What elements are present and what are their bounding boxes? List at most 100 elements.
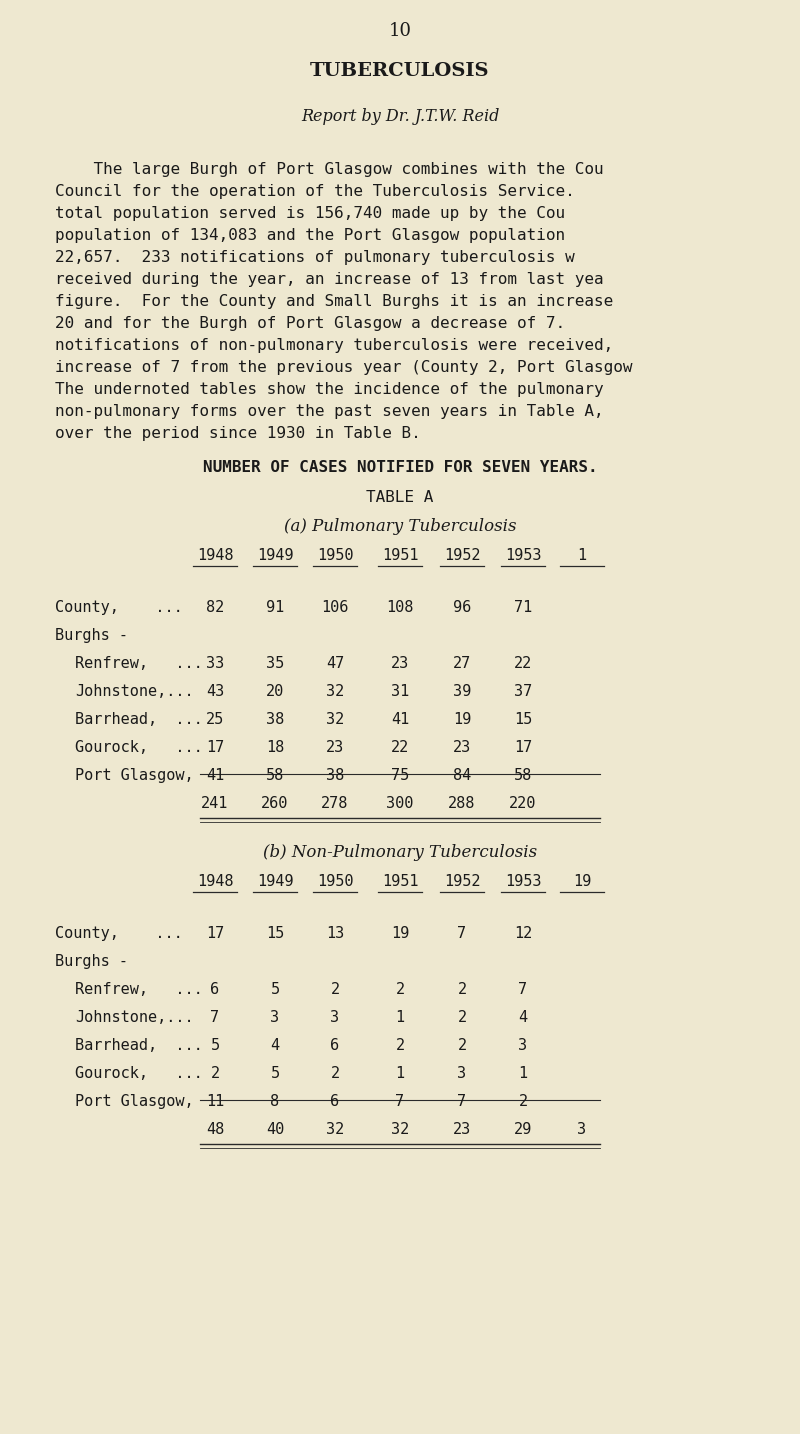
Text: Report by Dr. J.T.W. Reid: Report by Dr. J.T.W. Reid: [301, 108, 499, 125]
Text: 7: 7: [458, 1094, 466, 1108]
Text: 11: 11: [206, 1094, 224, 1108]
Text: 1: 1: [395, 1010, 405, 1025]
Text: 23: 23: [326, 740, 344, 754]
Text: 1: 1: [578, 548, 586, 564]
Text: 32: 32: [391, 1121, 409, 1137]
Text: 48: 48: [206, 1121, 224, 1137]
Text: 32: 32: [326, 1121, 344, 1137]
Text: 15: 15: [266, 926, 284, 941]
Text: Barrhead,  ...: Barrhead, ...: [75, 713, 202, 727]
Text: 2: 2: [458, 982, 466, 997]
Text: 1953: 1953: [505, 548, 542, 564]
Text: 35: 35: [266, 655, 284, 671]
Text: Gourock,   ...: Gourock, ...: [75, 740, 202, 754]
Text: 22: 22: [514, 655, 532, 671]
Text: Renfrew,   ...: Renfrew, ...: [75, 982, 202, 997]
Text: 17: 17: [206, 740, 224, 754]
Text: 5: 5: [210, 1038, 219, 1053]
Text: 7: 7: [210, 1010, 219, 1025]
Text: 1948: 1948: [197, 873, 234, 889]
Text: population of 134,083 and the Port Glasgow population: population of 134,083 and the Port Glasg…: [55, 228, 565, 242]
Text: 82: 82: [206, 599, 224, 615]
Text: 22,657.  233 notifications of pulmonary tuberculosis w: 22,657. 233 notifications of pulmonary t…: [55, 250, 574, 265]
Text: 278: 278: [322, 796, 349, 812]
Text: 8: 8: [270, 1094, 279, 1108]
Text: County,    ...: County, ...: [55, 599, 182, 615]
Text: 5: 5: [270, 1065, 279, 1081]
Text: The undernoted tables show the incidence of the pulmonary: The undernoted tables show the incidence…: [55, 381, 614, 397]
Text: 32: 32: [326, 713, 344, 727]
Text: 19: 19: [453, 713, 471, 727]
Text: figure.  For the County and Small Burghs it is an increase: figure. For the County and Small Burghs …: [55, 294, 614, 308]
Text: 13: 13: [326, 926, 344, 941]
Text: 38: 38: [266, 713, 284, 727]
Text: 71: 71: [514, 599, 532, 615]
Text: 29: 29: [514, 1121, 532, 1137]
Text: 32: 32: [326, 684, 344, 698]
Text: 1950: 1950: [317, 548, 354, 564]
Text: 23: 23: [453, 1121, 471, 1137]
Text: 2: 2: [210, 1065, 219, 1081]
Text: TUBERCULOSIS: TUBERCULOSIS: [310, 62, 490, 80]
Text: 6: 6: [210, 982, 219, 997]
Text: 106: 106: [322, 599, 349, 615]
Text: Renfrew,   ...: Renfrew, ...: [75, 655, 202, 671]
Text: 22: 22: [391, 740, 409, 754]
Text: 15: 15: [514, 713, 532, 727]
Text: 75: 75: [391, 769, 409, 783]
Text: 241: 241: [202, 796, 229, 812]
Text: 37: 37: [514, 684, 532, 698]
Text: TABLE A: TABLE A: [366, 490, 434, 505]
Text: 12: 12: [514, 926, 532, 941]
Text: 23: 23: [391, 655, 409, 671]
Text: 91: 91: [266, 599, 284, 615]
Text: 108: 108: [386, 599, 414, 615]
Text: 4: 4: [270, 1038, 279, 1053]
Text: 23: 23: [453, 740, 471, 754]
Text: 2: 2: [330, 1065, 339, 1081]
Text: The large Burgh of Port Glasgow combines with the Cou: The large Burgh of Port Glasgow combines…: [55, 162, 604, 176]
Text: non-pulmonary forms over the past seven years in Table A,: non-pulmonary forms over the past seven …: [55, 404, 623, 419]
Text: 6: 6: [330, 1094, 339, 1108]
Text: 20: 20: [266, 684, 284, 698]
Text: total population served is 156,740 made up by the Cou: total population served is 156,740 made …: [55, 206, 565, 221]
Text: 2: 2: [395, 1038, 405, 1053]
Text: 1952: 1952: [444, 873, 480, 889]
Text: 7: 7: [518, 982, 527, 997]
Text: Burghs -: Burghs -: [55, 954, 128, 969]
Text: 25: 25: [206, 713, 224, 727]
Text: 40: 40: [266, 1121, 284, 1137]
Text: 1949: 1949: [257, 873, 294, 889]
Text: Council for the operation of the Tuberculosis Service.: Council for the operation of the Tubercu…: [55, 184, 604, 199]
Text: 6: 6: [330, 1038, 339, 1053]
Text: notifications of non-pulmonary tuberculosis were received,: notifications of non-pulmonary tuberculo…: [55, 338, 614, 353]
Text: Johnstone,...: Johnstone,...: [75, 1010, 194, 1025]
Text: 260: 260: [262, 796, 289, 812]
Text: NUMBER OF CASES NOTIFIED FOR SEVEN YEARS.: NUMBER OF CASES NOTIFIED FOR SEVEN YEARS…: [202, 460, 598, 475]
Text: 3: 3: [270, 1010, 279, 1025]
Text: Gourock,   ...: Gourock, ...: [75, 1065, 202, 1081]
Text: 31: 31: [391, 684, 409, 698]
Text: 96: 96: [453, 599, 471, 615]
Text: 2: 2: [518, 1094, 527, 1108]
Text: 1: 1: [395, 1065, 405, 1081]
Text: 2: 2: [458, 1038, 466, 1053]
Text: 1951: 1951: [382, 548, 418, 564]
Text: 1: 1: [518, 1065, 527, 1081]
Text: 1952: 1952: [444, 548, 480, 564]
Text: 41: 41: [391, 713, 409, 727]
Text: 2: 2: [458, 1010, 466, 1025]
Text: 33: 33: [206, 655, 224, 671]
Text: County,    ...: County, ...: [55, 926, 182, 941]
Text: 1949: 1949: [257, 548, 294, 564]
Text: 47: 47: [326, 655, 344, 671]
Text: 300: 300: [386, 796, 414, 812]
Text: (b) Non-Pulmonary Tuberculosis: (b) Non-Pulmonary Tuberculosis: [263, 845, 537, 860]
Text: (a) Pulmonary Tuberculosis: (a) Pulmonary Tuberculosis: [284, 518, 516, 535]
Text: 5: 5: [270, 982, 279, 997]
Text: 2: 2: [395, 982, 405, 997]
Text: 1948: 1948: [197, 548, 234, 564]
Text: Port Glasgow,: Port Glasgow,: [75, 1094, 194, 1108]
Text: 3: 3: [518, 1038, 527, 1053]
Text: 3: 3: [458, 1065, 466, 1081]
